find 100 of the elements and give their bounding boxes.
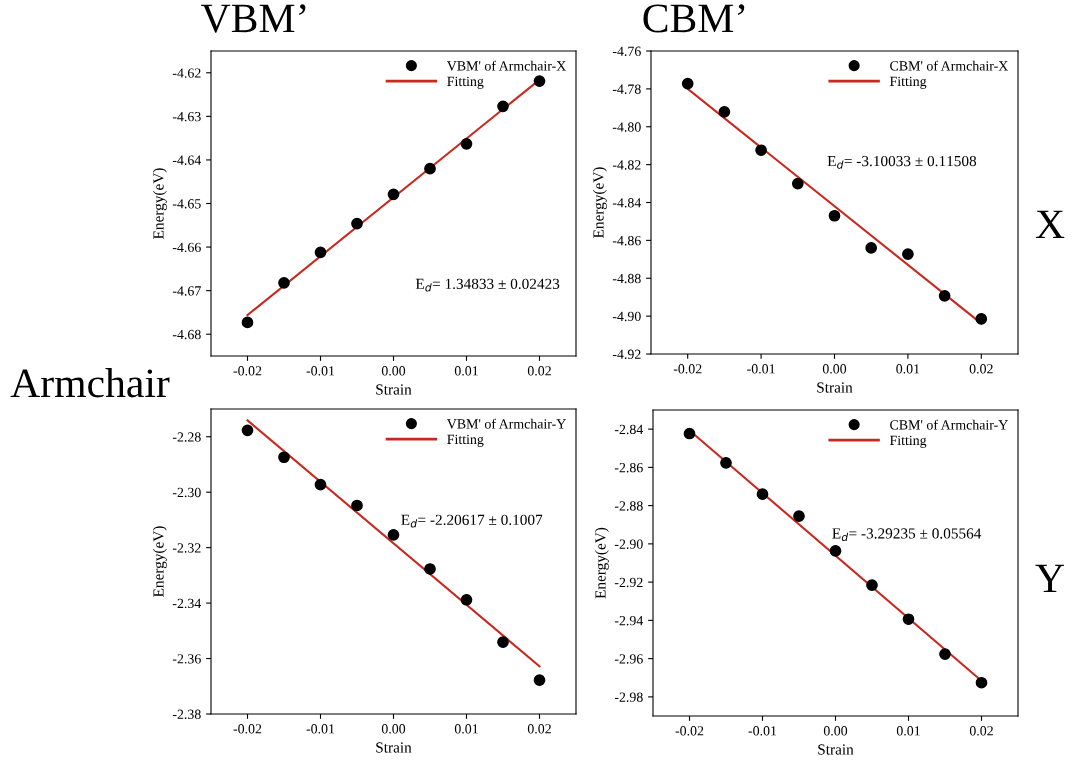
x-tick-label: 0.00 [381, 724, 406, 734]
point [460, 137, 473, 150]
x-tick-label: -0.01 [306, 724, 335, 734]
x-tick-label: 0.00 [822, 364, 847, 374]
text: Armchair [10, 368, 170, 398]
point [829, 545, 842, 557]
point [533, 674, 546, 687]
y-tick-label: -4.67 [172, 286, 201, 296]
y-tick-label: -2.92 [614, 577, 643, 588]
x-tick-label: 0.01 [896, 726, 920, 736]
text: Y [1035, 564, 1064, 593]
x-axis-title: Strain [376, 384, 412, 395]
text: X [1035, 210, 1065, 239]
x-tick-label: 0.00 [381, 366, 406, 376]
annotation: E$_{d}$= -3.10033 ± 0.11508 [827, 155, 977, 169]
x-tick-label: -0.01 [748, 726, 777, 736]
text: CBM’ [643, 4, 745, 33]
y-tick-label: -2.96 [614, 654, 643, 664]
y-tick-label: -2.90 [614, 539, 643, 549]
legend-label: VBM' of Armchair-X [446, 60, 567, 71]
y-tick-label: -2.30 [172, 487, 201, 498]
x-axis-title: Strain [817, 382, 853, 393]
point [241, 316, 254, 329]
y-tick-label: -4.78 [612, 84, 641, 94]
y-axis-title: Energy(eV) [152, 168, 167, 239]
point [241, 424, 254, 437]
x-tick-label: -0.02 [233, 724, 262, 734]
y-tick-label: -2.34 [172, 598, 202, 609]
y-tick-label: -2.36 [172, 654, 201, 664]
point [497, 636, 509, 649]
point [533, 75, 546, 87]
point [314, 478, 327, 491]
point [902, 613, 915, 626]
legend-label: Fitting [447, 76, 484, 89]
point [756, 488, 769, 500]
x-axis-title: Strain [376, 742, 412, 753]
point [939, 648, 951, 660]
legend-label: Fitting [889, 435, 927, 448]
x-tick-label: 0.02 [527, 366, 551, 376]
point [902, 248, 914, 261]
x-tick-label: -0.02 [673, 364, 702, 374]
x-tick-label: 0.01 [454, 366, 478, 376]
x-tick-label: -0.02 [675, 726, 704, 736]
point [351, 499, 363, 512]
x-tick-label: 0.01 [896, 364, 920, 374]
annotation: E$_{d}$= 1.34833 ± 0.02423 [415, 278, 560, 292]
y-tick-label: -4.76 [612, 46, 641, 57]
y-tick-label: -4.65 [172, 199, 201, 209]
legend-label: VBM' of Armchair-Y [446, 418, 566, 429]
y-tick-label: -4.92 [612, 349, 641, 360]
x-tick-label: -0.01 [747, 364, 775, 374]
point [460, 593, 473, 606]
x-tick-label: -0.01 [306, 366, 335, 376]
y-tick-label: -2.86 [614, 462, 643, 473]
point [975, 676, 988, 689]
x-tick-label: 0.02 [969, 726, 993, 736]
x-tick-label: 0.01 [454, 724, 478, 734]
point [865, 242, 878, 254]
y-tick-label: -4.63 [172, 111, 201, 122]
point [278, 276, 290, 289]
legend-label: CBM' of Armchair-X [890, 60, 1009, 71]
point [718, 105, 731, 118]
y-tick-label: -4.84 [612, 198, 642, 208]
legend-label: CBM' of Armchair-Y [890, 419, 1008, 430]
y-tick-label: -2.28 [172, 432, 201, 442]
point [387, 529, 400, 541]
point [681, 77, 694, 90]
point [975, 313, 988, 325]
point [424, 563, 436, 575]
point [683, 427, 696, 440]
y-tick-label: -2.94 [614, 616, 644, 626]
x-tick-label: -0.02 [233, 366, 262, 376]
x-tick-label: 0.00 [823, 726, 848, 736]
point [793, 510, 805, 522]
point [720, 456, 732, 469]
point [387, 188, 400, 201]
y-tick-label: -2.88 [614, 501, 643, 511]
y-tick-label: -2.98 [614, 692, 643, 702]
y-tick-label: -2.84 [614, 424, 644, 435]
x-tick-label: 0.02 [527, 724, 551, 734]
point [828, 209, 841, 222]
point [314, 246, 327, 259]
annotation: E$_{d}$= -2.20617 ± 0.1007 [401, 514, 543, 528]
y-axis-title: Energy(eV) [152, 526, 167, 597]
y-tick-label: -4.90 [612, 311, 641, 322]
y-tick-label: -4.68 [172, 329, 201, 340]
text: VBM’ [201, 4, 306, 33]
y-tick-label: -4.80 [612, 122, 641, 132]
x-tick-label: 0.02 [969, 364, 993, 374]
point [497, 100, 509, 113]
y-tick-label: -4.62 [172, 68, 201, 78]
point [791, 177, 804, 190]
legend-label: Fitting [447, 434, 484, 447]
point [938, 290, 951, 302]
y-tick-label: -4.88 [612, 273, 641, 284]
y-tick-label: -2.32 [172, 543, 201, 553]
point [424, 162, 436, 175]
y-tick-label: -4.86 [612, 235, 641, 246]
legend-label: Fitting [889, 76, 927, 89]
point [755, 144, 767, 157]
